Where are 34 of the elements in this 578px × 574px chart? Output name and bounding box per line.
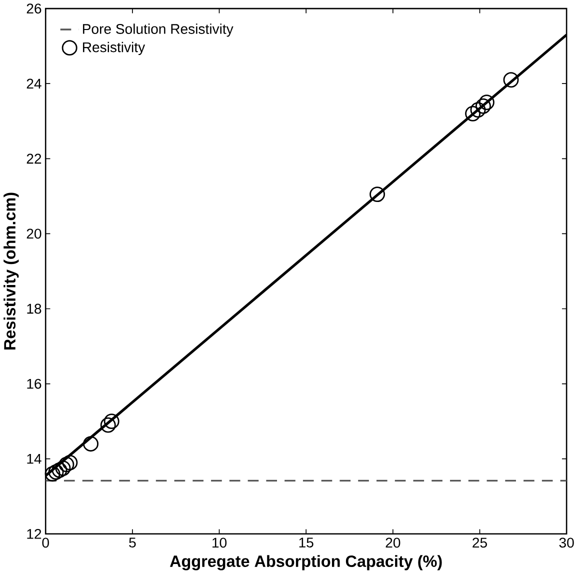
x-tick-label: 0 (42, 538, 49, 548)
point (44, 466, 60, 482)
point (370, 186, 386, 202)
y-tick-label: 22 (26, 154, 42, 164)
y-tick-label: 14 (27, 454, 42, 464)
point (475, 98, 491, 114)
y-tick-label: 24 (26, 78, 42, 89)
y-axis-title: Resistivity (ohm.cm) (4, 192, 19, 350)
point (465, 106, 481, 122)
point (470, 102, 486, 118)
point (62, 454, 78, 470)
legend-label: Resistivity (82, 42, 146, 56)
y-tick-label: 12 (27, 529, 42, 539)
y-tick-label: 26 (26, 4, 42, 14)
point (478, 94, 494, 110)
y-tick-label: 18 (27, 304, 42, 314)
point (104, 414, 120, 430)
point (503, 72, 519, 88)
x-axis-title: Aggregate Absorption Capacity (%) (170, 555, 442, 570)
y-tick-label: 16 (27, 378, 42, 389)
x-tick-label: 25 (472, 538, 487, 548)
x-tick-label: 30 (559, 538, 574, 548)
legend-label: Pore Solution Resistivity (82, 24, 234, 37)
y-tick-label: 20 (26, 228, 42, 239)
x-tick-label: 20 (386, 538, 400, 548)
x-tick-label: 10 (212, 538, 227, 548)
point (83, 436, 98, 452)
point (48, 464, 64, 480)
point (100, 417, 116, 433)
point (52, 462, 68, 478)
point (58, 456, 74, 472)
x-tick-label: 5 (129, 538, 136, 548)
x-tick-label: 15 (299, 538, 314, 548)
point (55, 460, 71, 476)
